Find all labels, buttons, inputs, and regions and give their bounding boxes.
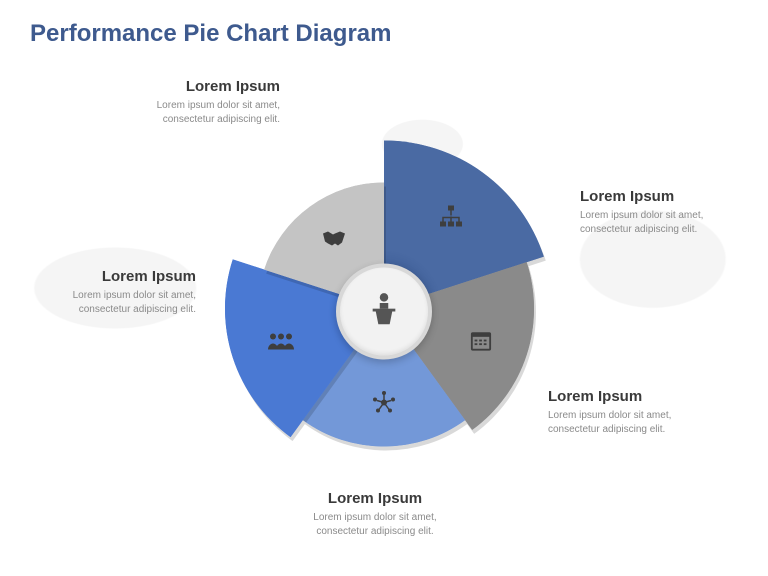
- chart-center: [336, 263, 432, 359]
- pie-chart: [194, 119, 574, 504]
- label-title: Lorem Ipsum: [548, 388, 718, 405]
- page-title: Performance Pie Chart Diagram: [30, 20, 391, 48]
- label-bottom-right: Lorem Ipsum Lorem ipsum dolor sit amet, c…: [548, 388, 718, 436]
- label-bottom: Lorem Ipsum Lorem ipsum dolor sit amet, c…: [290, 490, 460, 538]
- label-desc: Lorem ipsum dolor sit amet, consectetur …: [26, 289, 196, 316]
- label-title: Lorem Ipsum: [290, 490, 460, 507]
- label-left: Lorem Ipsum Lorem ipsum dolor sit amet, c…: [26, 268, 196, 316]
- podium-speaker-icon: [367, 291, 401, 331]
- label-title: Lorem Ipsum: [110, 78, 280, 95]
- label-right: Lorem Ipsum Lorem ipsum dolor sit amet, c…: [580, 188, 750, 236]
- label-desc: Lorem ipsum dolor sit amet, consectetur …: [548, 409, 718, 436]
- label-desc: Lorem ipsum dolor sit amet, consectetur …: [290, 511, 460, 538]
- label-desc: Lorem ipsum dolor sit amet, consectetur …: [110, 99, 280, 126]
- label-title: Lorem Ipsum: [26, 268, 196, 285]
- label-top-left: Lorem Ipsum Lorem ipsum dolor sit amet, c…: [110, 78, 280, 126]
- label-desc: Lorem ipsum dolor sit amet, consectetur …: [580, 209, 750, 236]
- label-title: Lorem Ipsum: [580, 188, 750, 205]
